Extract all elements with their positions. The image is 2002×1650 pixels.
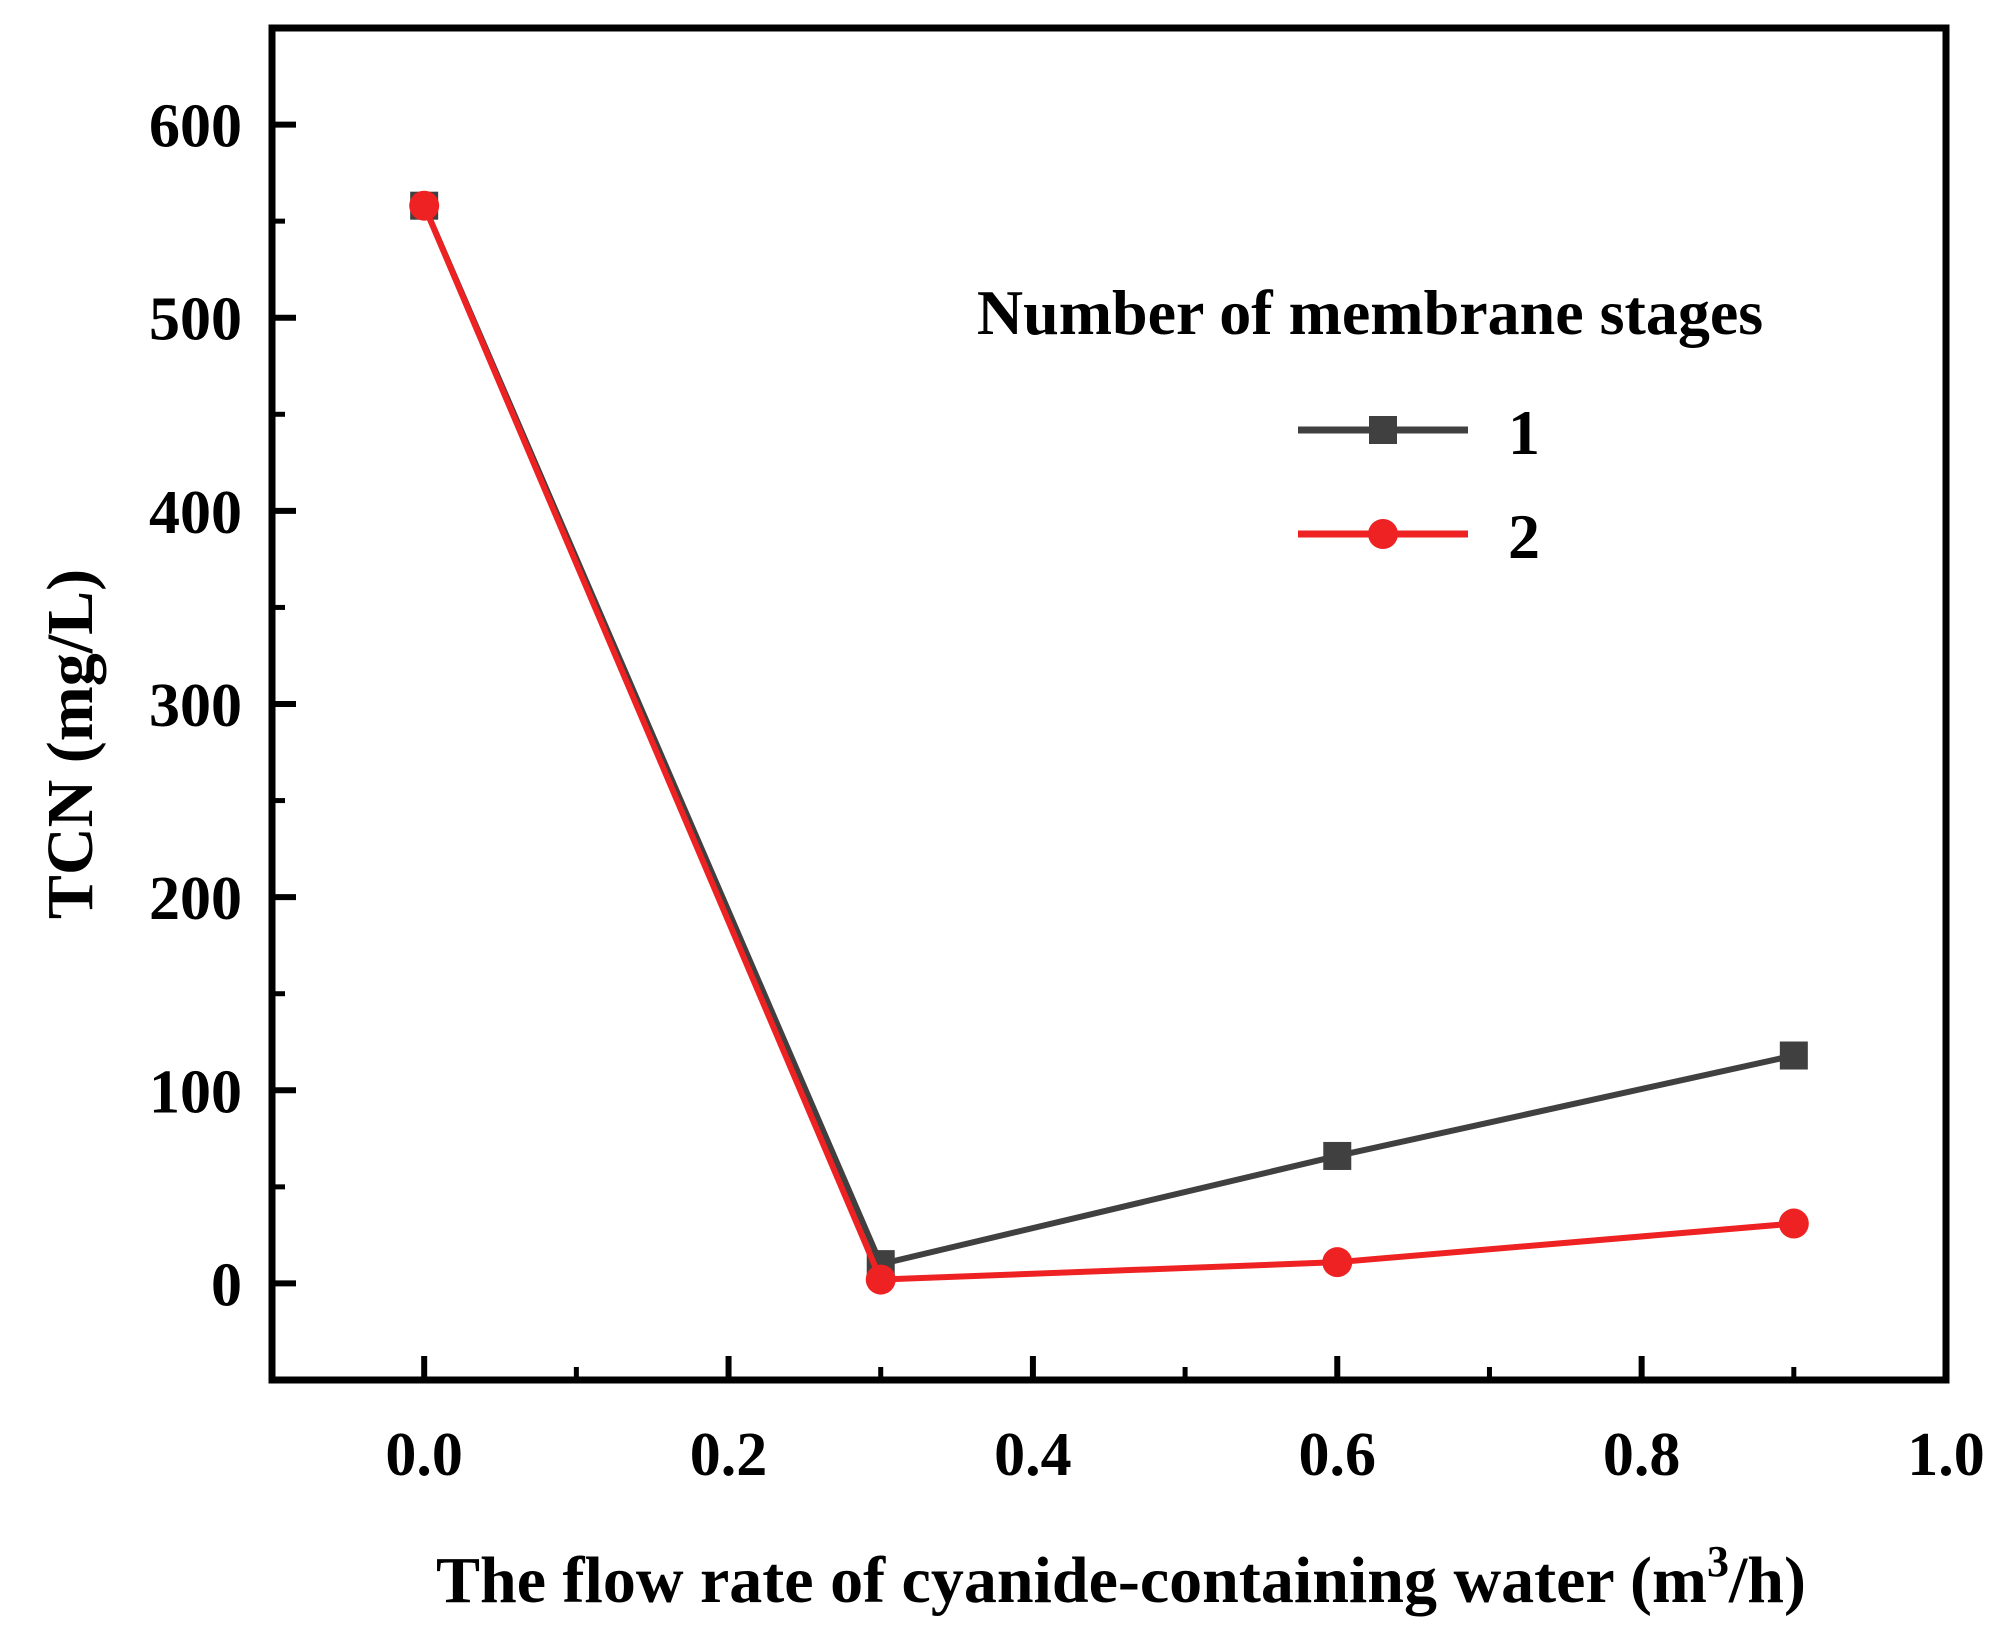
series-1-line — [421, 204, 1795, 1268]
series-1-point — [1779, 1041, 1808, 1070]
series-2-point — [1322, 1247, 1353, 1278]
y-tick-label: 600 — [149, 93, 242, 161]
legend-marker-2 — [1368, 519, 1398, 549]
y-tick-label: 200 — [149, 865, 242, 933]
y-tick-label: 400 — [149, 479, 242, 547]
legend: Number of membrane stages 1 2 — [977, 277, 1763, 572]
y-tick-label: 0 — [211, 1251, 242, 1319]
y-tick-label: 500 — [149, 286, 242, 354]
y-tick-label: 100 — [149, 1058, 242, 1126]
y-tick-label: 300 — [149, 672, 242, 740]
axes-layer: 0.0 0.2 0.4 0.6 0.8 1.0 0 100 200 300 400 500 600 — [149, 93, 1985, 1489]
series-2-line — [421, 204, 1795, 1283]
series-2-point — [1778, 1208, 1809, 1239]
x-tick-label: 0.0 — [385, 1421, 463, 1489]
x-tick-label: 0.2 — [690, 1421, 768, 1489]
series-1-point — [1323, 1141, 1352, 1170]
series-layer — [409, 190, 1809, 1295]
series-2-point — [865, 1264, 896, 1295]
x-tick-label: 0.4 — [994, 1421, 1072, 1489]
series-2-point — [409, 190, 440, 221]
legend-label-2: 2 — [1508, 501, 1540, 572]
y-axis-title: TCN (mg/L) — [34, 569, 107, 919]
x-axis-title: The flow rate of cyanide-containing wate… — [436, 1537, 1806, 1617]
plot-frame — [268, 24, 1950, 1384]
x-tick-label: 0.6 — [1299, 1421, 1377, 1489]
x-tick-label: 0.8 — [1603, 1421, 1681, 1489]
legend-title: Number of membrane stages — [977, 277, 1763, 348]
legend-label-1: 1 — [1508, 397, 1540, 468]
x-tick-label: 1.0 — [1907, 1421, 1985, 1489]
legend-marker-1 — [1369, 416, 1397, 444]
